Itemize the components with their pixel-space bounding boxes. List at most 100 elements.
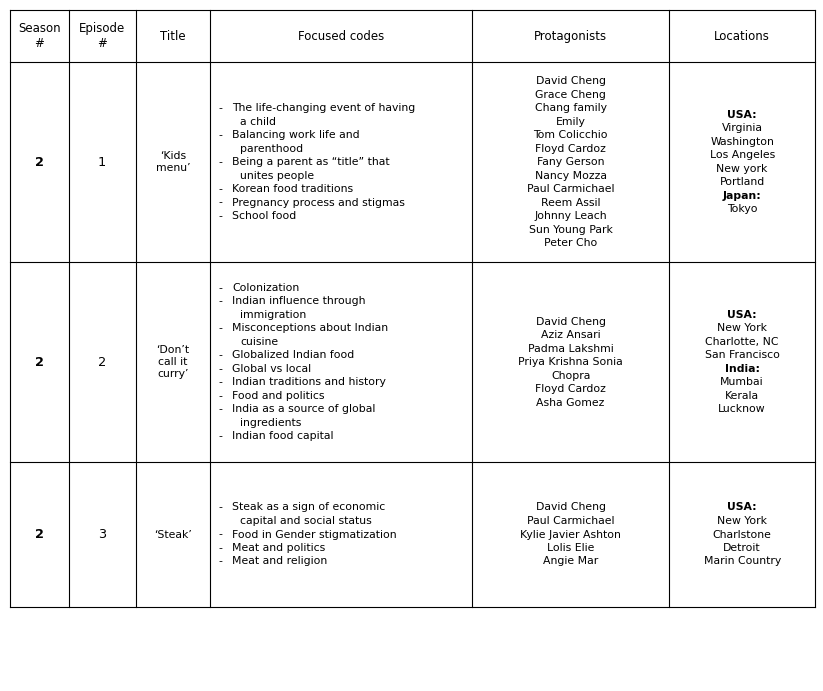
Text: Kerala: Kerala	[725, 390, 759, 401]
Text: Charlstone: Charlstone	[713, 529, 772, 540]
Text: Portland: Portland	[719, 178, 765, 187]
Text: David Cheng: David Cheng	[536, 316, 606, 327]
Text: cuisine: cuisine	[240, 337, 278, 347]
Text: 3: 3	[98, 528, 106, 541]
Text: Protagonists: Protagonists	[534, 30, 607, 43]
Text: ‘Kids
menu’: ‘Kids menu’	[156, 151, 190, 173]
Text: USA:: USA:	[728, 502, 757, 513]
Text: Mumbai: Mumbai	[720, 377, 764, 387]
Text: ingredients: ingredients	[240, 418, 302, 428]
Text: ‘Steak’: ‘Steak’	[154, 529, 192, 540]
Text: -: -	[218, 184, 222, 194]
Text: -: -	[218, 211, 222, 221]
Text: -: -	[218, 323, 222, 333]
Text: Padma Lakshmi: Padma Lakshmi	[528, 343, 614, 354]
Text: -: -	[218, 543, 222, 553]
Text: -: -	[218, 529, 222, 540]
Text: Fany Gerson: Fany Gerson	[537, 157, 604, 167]
Text: 2: 2	[35, 528, 44, 541]
Text: USA:: USA:	[728, 110, 757, 120]
Text: Nancy Mozza: Nancy Mozza	[535, 171, 607, 180]
Text: -: -	[218, 363, 222, 374]
Text: -: -	[218, 350, 222, 360]
Text: Priya Krishna Sonia: Priya Krishna Sonia	[518, 357, 623, 367]
Text: Locations: Locations	[714, 30, 770, 43]
Text: Being a parent as “title” that: Being a parent as “title” that	[232, 157, 390, 167]
Text: 2: 2	[98, 355, 106, 368]
Text: School food: School food	[232, 211, 297, 221]
Text: Misconceptions about Indian: Misconceptions about Indian	[232, 323, 388, 333]
Text: -: -	[218, 377, 222, 387]
Text: Global vs local: Global vs local	[232, 363, 312, 374]
Text: Tokyo: Tokyo	[727, 205, 757, 214]
Text: Asha Gomez: Asha Gomez	[537, 397, 605, 408]
Text: Angie Mar: Angie Mar	[543, 556, 598, 567]
Text: -: -	[218, 130, 222, 140]
Text: David Cheng: David Cheng	[536, 502, 606, 513]
Text: -: -	[218, 502, 222, 513]
Text: Food and politics: Food and politics	[232, 390, 325, 401]
Text: Emily: Emily	[556, 117, 586, 126]
Text: Korean food traditions: Korean food traditions	[232, 184, 354, 194]
Text: Virginia: Virginia	[722, 123, 763, 133]
Text: New York: New York	[717, 516, 767, 526]
Text: Steak as a sign of economic: Steak as a sign of economic	[232, 502, 386, 513]
Text: Washington: Washington	[710, 137, 774, 146]
Text: Lucknow: Lucknow	[718, 404, 766, 414]
Text: David Cheng: David Cheng	[536, 76, 606, 86]
Text: India:: India:	[724, 363, 760, 374]
Text: USA:: USA:	[728, 310, 757, 320]
Text: parenthood: parenthood	[240, 144, 304, 153]
Text: Indian influence through: Indian influence through	[232, 296, 366, 306]
Text: Grace Cheng: Grace Cheng	[535, 90, 606, 100]
Text: Paul Carmichael: Paul Carmichael	[527, 184, 615, 194]
Text: -: -	[218, 283, 222, 293]
Text: Tom Colicchio: Tom Colicchio	[533, 130, 608, 140]
Text: Chang family: Chang family	[535, 103, 607, 113]
Text: Johnny Leach: Johnny Leach	[534, 211, 607, 221]
Text: Marin Country: Marin Country	[704, 556, 781, 567]
Text: Peter Cho: Peter Cho	[544, 238, 597, 248]
Text: -: -	[218, 296, 222, 306]
Text: Japan:: Japan:	[723, 191, 761, 201]
Text: India as a source of global: India as a source of global	[232, 404, 376, 414]
Text: -: -	[218, 404, 222, 414]
Text: a child: a child	[240, 117, 277, 126]
Text: -: -	[218, 198, 222, 207]
Text: 2: 2	[35, 355, 44, 368]
Text: Aziz Ansari: Aziz Ansari	[541, 330, 601, 340]
Text: Focused codes: Focused codes	[298, 30, 384, 43]
Text: Balancing work life and: Balancing work life and	[232, 130, 360, 140]
Text: -: -	[218, 103, 222, 113]
Text: Reem Assil: Reem Assil	[541, 198, 601, 207]
Text: Pregnancy process and stigmas: Pregnancy process and stigmas	[232, 198, 405, 207]
Text: Indian food capital: Indian food capital	[232, 431, 334, 442]
Text: Chopra: Chopra	[551, 370, 590, 381]
Text: Floyd Cardoz: Floyd Cardoz	[535, 144, 606, 153]
Text: New york: New york	[717, 164, 768, 173]
Text: Paul Carmichael: Paul Carmichael	[527, 516, 615, 526]
Text: Episode
#: Episode #	[79, 22, 125, 50]
Text: Charlotte, NC: Charlotte, NC	[705, 337, 779, 347]
Text: The life-changing event of having: The life-changing event of having	[232, 103, 416, 113]
Text: -: -	[218, 157, 222, 167]
Text: Globalized Indian food: Globalized Indian food	[232, 350, 355, 360]
Text: unites people: unites people	[240, 171, 314, 180]
Text: -: -	[218, 390, 222, 401]
Text: Detroit: Detroit	[723, 543, 761, 553]
Text: Colonization: Colonization	[232, 283, 300, 293]
Text: 1: 1	[98, 155, 106, 169]
Text: -: -	[218, 556, 222, 567]
Text: 2: 2	[35, 155, 44, 169]
Text: Lolis Elie: Lolis Elie	[547, 543, 594, 553]
Text: Floyd Cardoz: Floyd Cardoz	[535, 384, 606, 394]
Text: ‘Don’t
call it
curry’: ‘Don’t call it curry’	[156, 345, 189, 379]
Text: Sun Young Park: Sun Young Park	[528, 225, 612, 234]
Text: Indian traditions and history: Indian traditions and history	[232, 377, 386, 387]
Text: Kylie Javier Ashton: Kylie Javier Ashton	[520, 529, 621, 540]
Text: New York: New York	[717, 323, 767, 333]
Text: Title: Title	[160, 30, 186, 43]
Text: Food in Gender stigmatization: Food in Gender stigmatization	[232, 529, 397, 540]
Text: Meat and politics: Meat and politics	[232, 543, 326, 553]
Text: Los Angeles: Los Angeles	[709, 150, 774, 160]
